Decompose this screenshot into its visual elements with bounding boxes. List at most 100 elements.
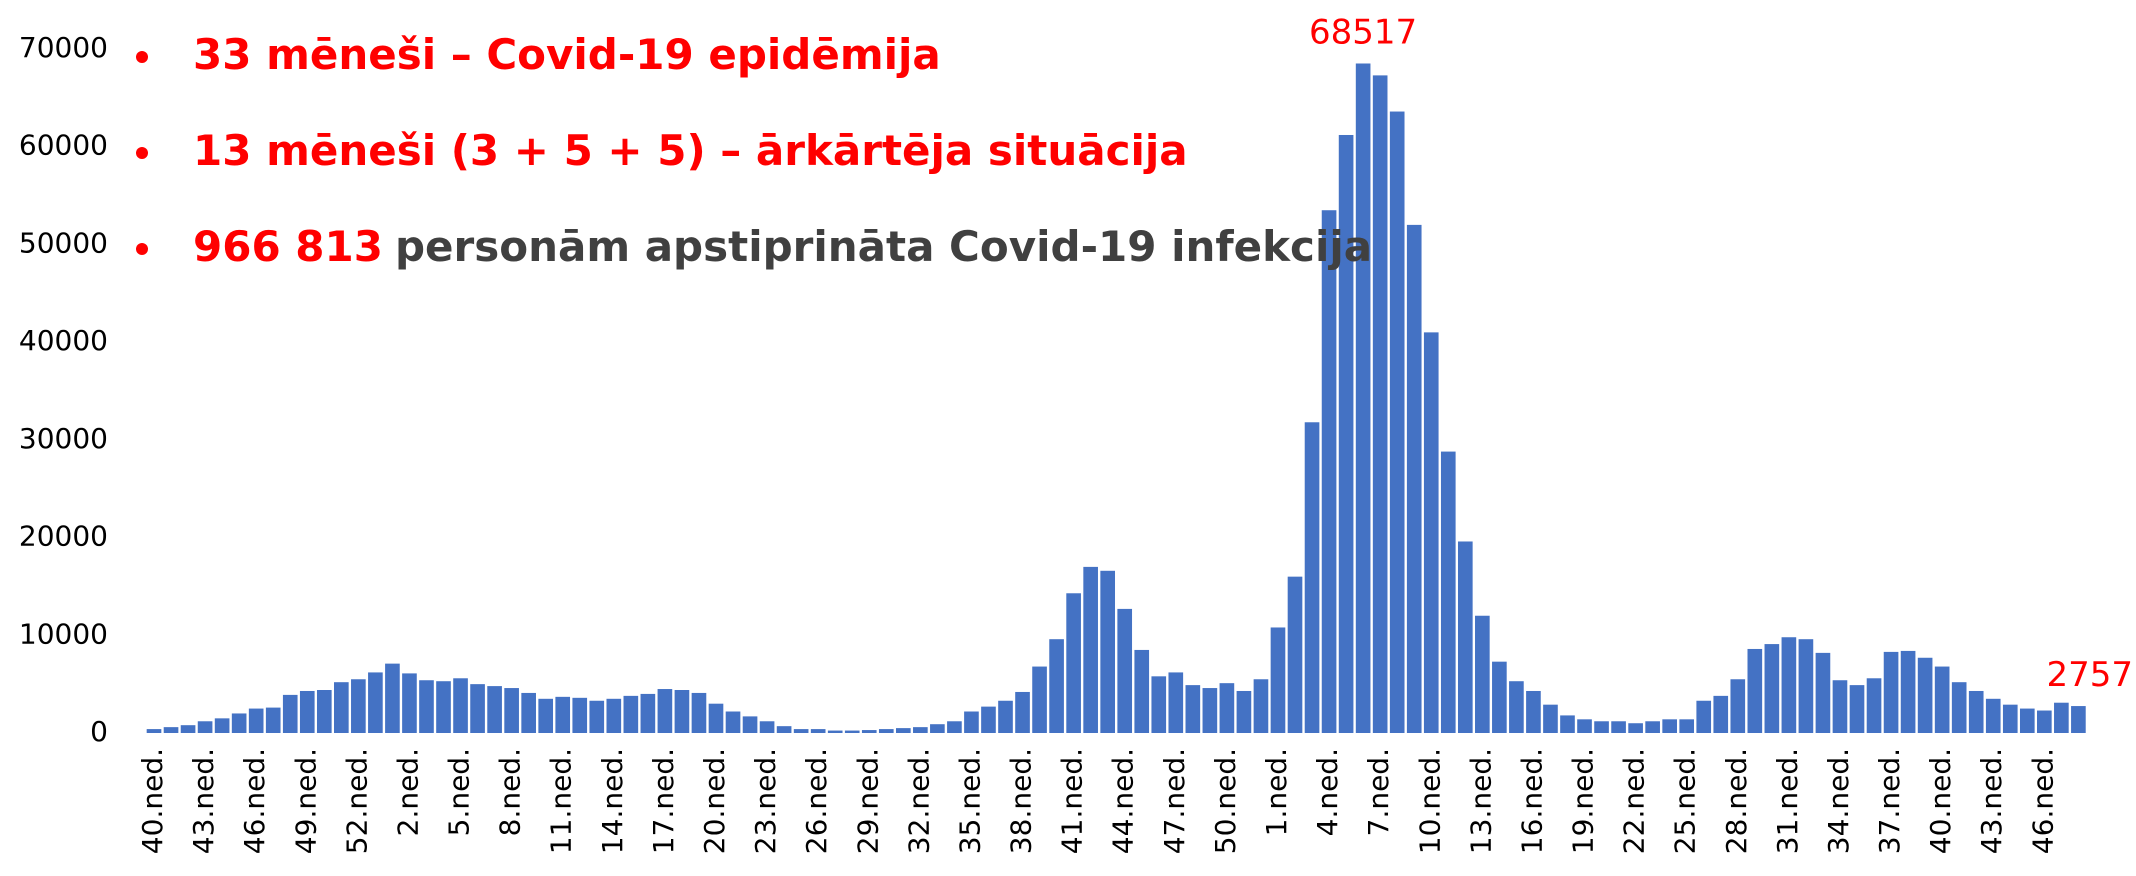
bar — [878, 729, 894, 733]
x-tick-label: 41.ned. — [1056, 748, 1089, 854]
bar — [1236, 690, 1252, 733]
bar — [1968, 690, 1984, 733]
bullet-text: 966 813 personām apstiprināta Covid-19 in… — [193, 222, 1372, 271]
y-tick-label: 30000 — [19, 422, 108, 455]
bar — [725, 711, 741, 733]
bar — [299, 690, 315, 733]
bar — [453, 678, 468, 733]
bullet-text: 13 mēneši (3 + 5 + 5) – ārkārtēja situāc… — [193, 126, 1188, 175]
bar — [1134, 649, 1150, 733]
bar — [1406, 224, 1422, 733]
bar — [606, 698, 622, 733]
bar — [930, 724, 945, 733]
x-tick-label: 46.ned. — [238, 748, 271, 854]
bar — [419, 680, 434, 733]
bar — [1645, 721, 1660, 733]
bar — [470, 684, 485, 733]
bar — [146, 729, 162, 733]
bar — [2054, 702, 2069, 733]
y-tick-label: 50000 — [19, 226, 108, 259]
bar — [1253, 679, 1269, 733]
bar — [1764, 644, 1780, 733]
x-tick-label: 17.ned. — [647, 748, 680, 854]
bar — [487, 686, 502, 733]
bar — [589, 700, 605, 733]
x-tick-label: 25.ned. — [1669, 748, 1702, 854]
bar — [844, 730, 860, 733]
bar — [1730, 679, 1746, 733]
bullet-dot — [136, 243, 148, 255]
x-tick-label: 13.ned. — [1464, 748, 1497, 854]
x-tick-label: 5.ned. — [443, 748, 476, 836]
bar — [1951, 682, 1967, 733]
bar — [1440, 451, 1456, 733]
bar — [776, 726, 792, 733]
bar — [521, 692, 536, 733]
bar — [1100, 570, 1116, 733]
bar — [555, 696, 571, 733]
value-label: 68517 — [1309, 12, 1417, 52]
y-tick-label: 60000 — [19, 129, 108, 162]
bar — [1713, 695, 1729, 733]
y-tick-label: 40000 — [19, 324, 108, 357]
bar — [1287, 576, 1303, 733]
x-tick-label: 52.ned. — [340, 748, 373, 854]
bar — [1509, 681, 1524, 733]
x-tick-label: 47.ned. — [1158, 748, 1191, 854]
bar — [1185, 685, 1201, 733]
x-tick-label: 20.ned. — [698, 748, 731, 854]
x-tick-label: 37.ned. — [1873, 748, 1906, 854]
bar — [282, 694, 298, 733]
bar — [1032, 666, 1047, 733]
bar — [1543, 704, 1558, 733]
bar — [1577, 719, 1592, 733]
bar — [1151, 676, 1167, 733]
x-tick-label: 4.ned. — [1311, 748, 1344, 836]
bar — [1219, 683, 1235, 733]
bar — [827, 730, 843, 733]
bar — [1781, 637, 1797, 733]
bar — [1389, 111, 1405, 734]
bar — [1849, 685, 1865, 733]
bar — [947, 721, 962, 733]
bar — [1372, 75, 1388, 733]
x-tick-label: 46.ned. — [2026, 748, 2059, 854]
bar — [1457, 541, 1473, 733]
x-tick-label: 32.ned. — [902, 748, 935, 854]
bar — [1883, 651, 1899, 733]
bar — [981, 706, 996, 733]
bar — [1423, 332, 1439, 733]
bar — [623, 695, 639, 733]
bar — [436, 681, 451, 733]
bar — [334, 682, 349, 733]
bullet-part: 33 mēneši – Covid-19 epidēmija — [193, 30, 941, 79]
bar — [1338, 134, 1354, 733]
bar — [316, 690, 332, 733]
x-tick-label: 23.ned. — [749, 748, 782, 854]
bar — [265, 707, 281, 733]
bar — [1696, 700, 1712, 733]
bar — [231, 713, 247, 733]
bar — [1270, 627, 1286, 733]
bar — [913, 727, 928, 733]
x-tick-label: 7.ned. — [1362, 748, 1395, 836]
bar — [1321, 210, 1337, 733]
bar — [1662, 719, 1677, 733]
y-tick-label: 0 — [90, 715, 108, 748]
bar — [2019, 708, 2035, 733]
x-tick-label: 16.ned. — [1515, 748, 1548, 854]
bar — [197, 721, 213, 733]
x-tick-label: 19.ned. — [1567, 748, 1600, 854]
bar — [640, 693, 656, 733]
bar — [674, 690, 690, 733]
x-tick-label: 40.ned. — [136, 748, 169, 854]
bar — [1304, 422, 1320, 733]
x-tick-label: 26.ned. — [800, 748, 833, 854]
bar — [1475, 615, 1490, 733]
bar — [1747, 648, 1763, 733]
x-tick-label: 28.ned. — [1720, 748, 1753, 854]
x-tick-label: 8.ned. — [494, 748, 527, 836]
x-tick-label: 43.ned. — [1975, 748, 2008, 854]
x-tick-label: 31.ned. — [1771, 748, 1804, 854]
